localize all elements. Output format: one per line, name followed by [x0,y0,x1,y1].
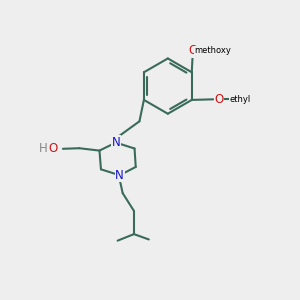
Text: O: O [189,44,198,57]
Text: N: N [111,136,120,149]
Text: O: O [214,93,224,106]
Text: N: N [115,169,124,182]
Text: ethyl: ethyl [229,95,250,104]
Text: O: O [48,142,58,155]
Text: methoxy: methoxy [194,46,231,56]
Text: H: H [39,142,48,155]
